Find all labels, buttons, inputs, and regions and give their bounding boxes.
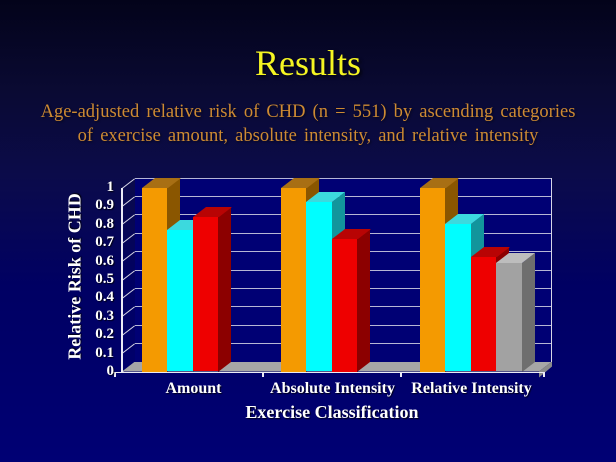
y-tick-depth-line [121, 251, 136, 262]
y-tick-label: 0.5 [95, 271, 114, 287]
bar-relative-intensity-gray-side [521, 252, 535, 372]
y-tick-label: 0.7 [95, 234, 114, 251]
bar-relative-intensity-red-front [470, 257, 496, 372]
y-tick-label: 1 [106, 179, 115, 195]
bar-amount-cyan-front [167, 229, 193, 372]
y-tick-depth-line [121, 343, 136, 354]
x-axis-title: Exercise Classification [245, 402, 419, 422]
x-axis-tick [114, 371, 116, 377]
x-axis-tick [400, 371, 402, 377]
y-tick-label: 0.2 [95, 326, 114, 343]
bar-absolute-intensity-cyan-front [306, 202, 332, 372]
subtitle-line-1: Age-adjusted relative risk of CHD (n = 5… [40, 102, 576, 122]
y-tick-depth-line [121, 214, 136, 226]
y-tick-depth-line [121, 287, 136, 299]
y-tick-label: 0.4 [95, 289, 114, 306]
y-tick-depth-line [121, 177, 136, 189]
bar-amount-orange-front [141, 187, 167, 372]
y-tick-label: 0.1 [95, 344, 114, 361]
bar-amount-red-side [218, 206, 231, 372]
subtitle-line-2: of exercise amount, absolute intensity, … [77, 126, 539, 146]
y-tick-depth-line [121, 232, 136, 244]
y-tick-label: 0.9 [95, 197, 114, 214]
y-tick-label: 0.8 [95, 215, 114, 232]
slide-title: Results [254, 43, 361, 83]
x-axis-tick [543, 371, 545, 377]
category-label: Amount [165, 380, 222, 397]
bar-absolute-intensity-orange-front [280, 187, 306, 372]
y-tick-depth-line [121, 269, 136, 281]
y-tick-depth-line [121, 324, 136, 336]
y-tick-label: 0.3 [95, 307, 114, 324]
y-tick-depth-line [121, 195, 136, 207]
bar-absolute-intensity-red-side [357, 228, 370, 372]
x-axis-tick [262, 371, 264, 377]
bar-amount-red-front [192, 216, 218, 372]
gridline [135, 177, 552, 179]
plot-right-edge [551, 177, 553, 362]
bar-relative-intensity-gray-front [496, 262, 522, 372]
y-tick-label: 0.6 [95, 252, 114, 269]
y-tick-label: 0 [106, 363, 115, 379]
bar-absolute-intensity-red-front [331, 239, 357, 372]
y-axis-line [121, 187, 123, 373]
category-label: Relative Intensity [411, 380, 532, 397]
slide-subtitle: Age-adjusted relative risk of CHD (n = 5… [0, 100, 616, 148]
bar-relative-intensity-orange-front [419, 187, 445, 372]
category-label: Absolute Intensity [270, 380, 395, 397]
x-axis-line [113, 371, 545, 374]
bar-relative-intensity-cyan-front [445, 224, 471, 372]
y-tick-depth-line [121, 306, 136, 318]
